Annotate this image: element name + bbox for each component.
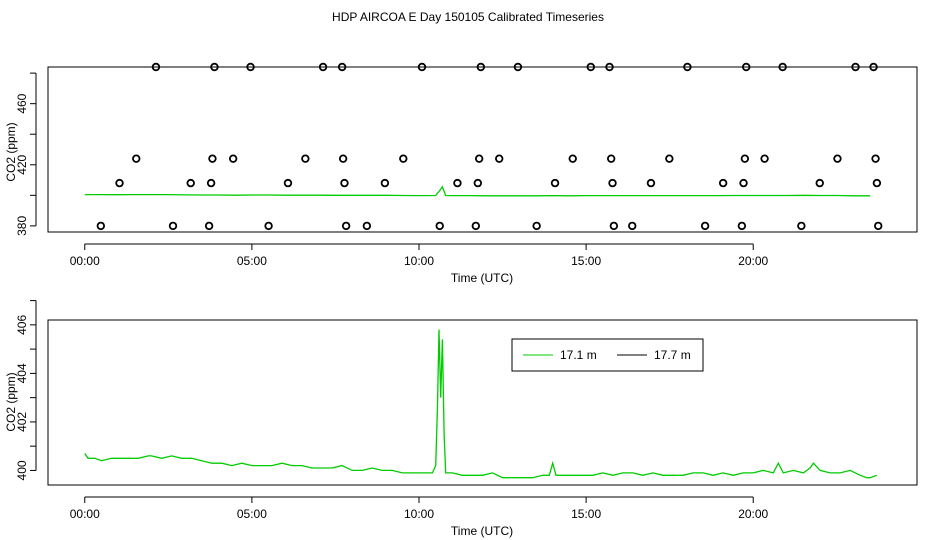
top-data-point (453, 178, 462, 188)
top-data-point (340, 178, 349, 188)
legend: 17.1 m 17.7 m (511, 338, 704, 372)
bottom-y-tick-label: 406 (15, 315, 29, 335)
top-data-point (476, 62, 486, 72)
top-x-tick-label: 00:00 (70, 254, 100, 268)
bottom-x-tick-label: 00:00 (70, 507, 100, 521)
top-data-point (874, 221, 883, 231)
top-data-point (337, 62, 347, 72)
top-data-point (740, 154, 750, 163)
top-x-tick-label: 05:00 (237, 254, 267, 268)
top-data-point (168, 221, 178, 231)
top-plot-frame (47, 66, 918, 233)
top-x-axis-label: Time (UTC) (451, 271, 513, 285)
top-x-tick-label: 20:00 (738, 254, 768, 268)
top-data-point (683, 62, 692, 72)
top-data-point (739, 178, 748, 188)
top-data-point (132, 154, 141, 163)
top-data-point (246, 62, 255, 72)
bottom-series-line-0 (84, 329, 878, 479)
bottom-y-tick-label: 400 (15, 460, 29, 480)
top-data-point (605, 62, 614, 72)
bottom-axes: 00:00 05:00 10:00 15:00 20:00 400 402 404 406 (15, 300, 769, 521)
top-data-point (550, 178, 560, 188)
top-data-point (609, 221, 619, 231)
top-data-point (471, 221, 481, 231)
bottom-x-tick-label: 10:00 (404, 507, 434, 521)
top-series (84, 62, 883, 231)
top-y-tick-label: 420 (15, 154, 29, 174)
bottom-x-tick-label: 15:00 (571, 507, 601, 521)
top-data-point (608, 178, 617, 188)
top-data-point (264, 221, 273, 231)
top-data-point (568, 154, 577, 163)
top-data-point (96, 221, 106, 231)
top-data-point (700, 221, 710, 231)
top-data-point (435, 221, 444, 231)
top-data-point (760, 154, 769, 163)
top-series-line-1 (84, 185, 871, 197)
top-data-point (851, 62, 860, 72)
top-data-point (341, 221, 351, 231)
top-data-point (718, 178, 728, 188)
bottom-plot-frame (47, 319, 918, 486)
top-x-tick-label: 15:00 (571, 254, 601, 268)
top-data-point (301, 154, 310, 163)
top-data-point (742, 62, 751, 72)
top-data-point (665, 154, 674, 163)
legend-label-17-7m: 17.7 m (654, 348, 691, 362)
top-data-point (872, 178, 882, 188)
top-data-point (869, 62, 878, 72)
chart-title: HDP AIRCOA E Day 150105 Calibrated Times… (332, 10, 604, 24)
top-panel: 00:00 05:00 10:00 15:00 20:00 380 420 460 Time … (4, 62, 918, 285)
bottom-x-axis-label: Time (UTC) (451, 524, 513, 538)
bottom-y-tick-label: 404 (15, 363, 29, 383)
top-data-point (380, 178, 390, 188)
top-data-point (737, 221, 747, 231)
top-data-point (206, 178, 216, 188)
top-data-point (586, 62, 595, 72)
top-data-point (228, 154, 238, 163)
top-data-point (871, 154, 880, 163)
top-data-point (208, 154, 217, 163)
top-data-point (815, 178, 824, 188)
top-data-point (797, 221, 806, 231)
top-data-point (204, 221, 214, 231)
top-axes: 00:00 05:00 10:00 15:00 20:00 380 420 460 (15, 72, 769, 268)
top-data-point (283, 178, 293, 188)
bottom-x-tick-label: 20:00 (738, 507, 768, 521)
top-data-point (778, 62, 787, 72)
top-data-point (338, 154, 348, 163)
bottom-series (84, 329, 878, 479)
top-data-point (473, 178, 483, 188)
top-data-point (532, 221, 541, 231)
top-data-point (362, 221, 372, 231)
top-data-point (513, 62, 523, 72)
top-y-axis-label: CO2 (ppm) (4, 122, 18, 181)
top-data-point (186, 178, 195, 188)
top-data-point (628, 221, 637, 231)
top-data-point (833, 154, 842, 163)
top-data-point (210, 62, 219, 72)
legend-label-17-1m: 17.1 m (560, 348, 597, 362)
top-y-tick-label: 380 (15, 216, 29, 236)
top-x-tick-label: 10:00 (404, 254, 434, 268)
bottom-x-tick-label: 05:00 (237, 507, 267, 521)
bottom-y-tick-label: 402 (15, 412, 29, 432)
top-data-point (399, 154, 408, 163)
top-y-tick-label: 460 (15, 93, 29, 113)
top-data-point (646, 178, 656, 188)
top-data-point (151, 62, 161, 72)
top-data-point (115, 178, 124, 188)
top-data-point (606, 154, 616, 163)
bottom-panel: 00:00 05:00 10:00 15:00 20:00 400 402 404 406 Ti… (4, 300, 918, 538)
top-data-point (318, 62, 328, 72)
top-data-point (474, 154, 484, 163)
top-data-point (417, 62, 427, 72)
bottom-y-axis-label: CO2 (ppm) (4, 372, 18, 431)
top-data-point (495, 154, 504, 163)
